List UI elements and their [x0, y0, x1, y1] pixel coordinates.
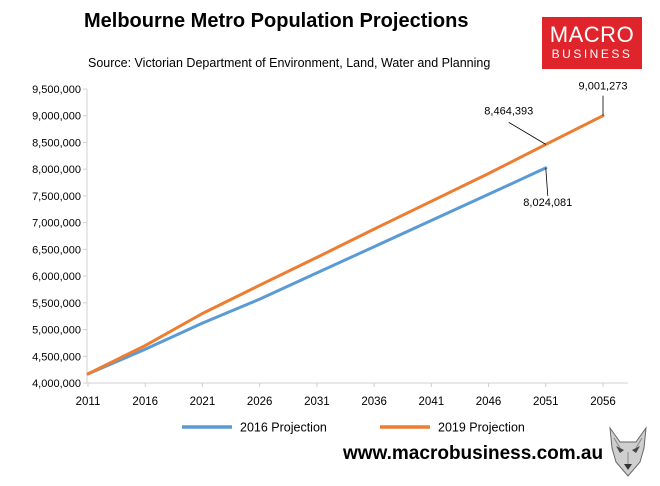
y-tick-label: 5,000,000 [32, 325, 81, 337]
series-line-2019-projection [86, 114, 605, 376]
y-tick-label: 8,500,000 [32, 137, 81, 149]
y-tick-label: 5,500,000 [32, 298, 81, 310]
y-tick-label: 7,500,000 [32, 191, 81, 203]
x-tick-label: 2031 [304, 396, 330, 408]
x-tick-label: 2041 [419, 396, 445, 408]
y-tick-label: 9,000,000 [32, 111, 81, 123]
logo-line-2: BUSINESS [551, 47, 633, 61]
y-tick-label: 6,500,000 [32, 244, 81, 256]
x-tick-label: 2056 [590, 396, 616, 408]
y-tick-label: 6,000,000 [32, 271, 81, 283]
data-label-leader [545, 167, 549, 196]
y-tick-label: 4,000,000 [32, 378, 81, 390]
x-tick-label: 2021 [190, 396, 216, 408]
logo-line-1: MACRO [549, 22, 635, 47]
macrobusiness-logo: MACRO BUSINESS [542, 17, 642, 69]
data-label: 8,464,393 [484, 105, 533, 117]
website-url: www.macrobusiness.com.au [343, 443, 604, 464]
chart-source: Source: Victorian Department of Environm… [88, 56, 491, 70]
y-tick-label: 4,500,000 [32, 351, 81, 363]
x-tick-label: 2046 [476, 396, 502, 408]
legend-label: 2016 Projection [240, 421, 327, 435]
y-tick-label: 7,000,000 [32, 218, 81, 230]
x-tick-label: 2051 [533, 396, 559, 408]
data-label-leader [508, 122, 546, 145]
x-tick-label: 2016 [132, 396, 158, 408]
wolf-logo-icon [609, 426, 647, 477]
data-label: 8,024,081 [523, 197, 572, 209]
y-tick-label: 9,500,000 [32, 84, 81, 96]
x-tick-label: 2026 [247, 396, 273, 408]
series-line-2016-projection [86, 166, 548, 376]
x-tick-label: 2036 [361, 396, 387, 408]
legend-label: 2019 Projection [438, 421, 525, 435]
chart-title: Melbourne Metro Population Projections [84, 10, 469, 32]
data-label: 9,001,273 [579, 81, 628, 93]
x-tick-label: 2011 [76, 396, 101, 408]
y-tick-label: 8,000,000 [32, 164, 81, 176]
